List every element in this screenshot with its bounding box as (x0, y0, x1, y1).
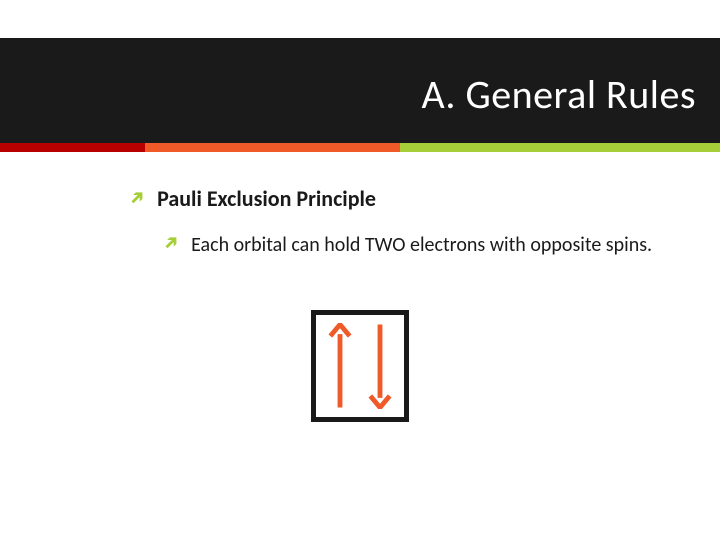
accent-segment (145, 143, 400, 152)
orbital-diagram-area (130, 310, 680, 422)
sub-bullet-container: ➔ Each orbital can hold TWO electrons wi… (130, 230, 680, 260)
accent-segment (0, 143, 145, 152)
slide-header: A. General Rules (0, 0, 720, 155)
slide-title: A. General Rules (421, 70, 696, 119)
accent-segment (400, 143, 720, 152)
orbital-box (311, 310, 409, 422)
spin-up-arrow-icon (326, 323, 354, 409)
slide-content: ➔ Pauli Exclusion Principle ➔ Each orbit… (0, 155, 720, 422)
accent-color-bar (0, 143, 720, 152)
main-bullet-text: Pauli Exclusion Principle (157, 185, 376, 214)
main-bullet-row: ➔ Pauli Exclusion Principle (130, 185, 680, 214)
sub-bullet-row: ➔ Each orbital can hold TWO electrons wi… (164, 230, 680, 260)
bullet-arrow-icon: ➔ (123, 183, 151, 211)
bullet-arrow-icon: ➔ (157, 228, 185, 256)
sub-bullet-text: Each orbital can hold TWO electrons with… (191, 230, 652, 260)
spin-down-arrow-icon (366, 323, 394, 409)
